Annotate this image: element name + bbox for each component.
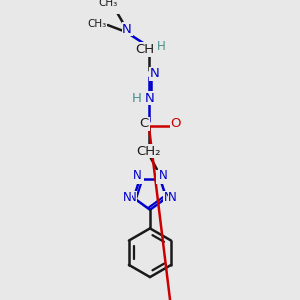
Text: CH: CH — [136, 43, 155, 56]
Text: N: N — [128, 191, 136, 204]
Text: N: N — [123, 191, 132, 204]
Text: N: N — [122, 23, 132, 36]
Text: N: N — [168, 191, 177, 204]
Text: H: H — [157, 40, 166, 53]
Text: C: C — [140, 117, 149, 130]
Text: N: N — [145, 92, 155, 105]
Text: N: N — [133, 169, 141, 182]
Text: N: N — [164, 191, 172, 204]
Text: H: H — [132, 92, 142, 105]
Text: N: N — [134, 171, 143, 184]
Text: N: N — [159, 169, 167, 182]
Text: N: N — [150, 67, 160, 80]
Text: CH₂: CH₂ — [136, 145, 161, 158]
Text: N: N — [157, 171, 166, 184]
Text: O: O — [170, 117, 181, 130]
Text: CH₃: CH₃ — [99, 0, 118, 8]
Text: CH₃: CH₃ — [87, 19, 106, 28]
